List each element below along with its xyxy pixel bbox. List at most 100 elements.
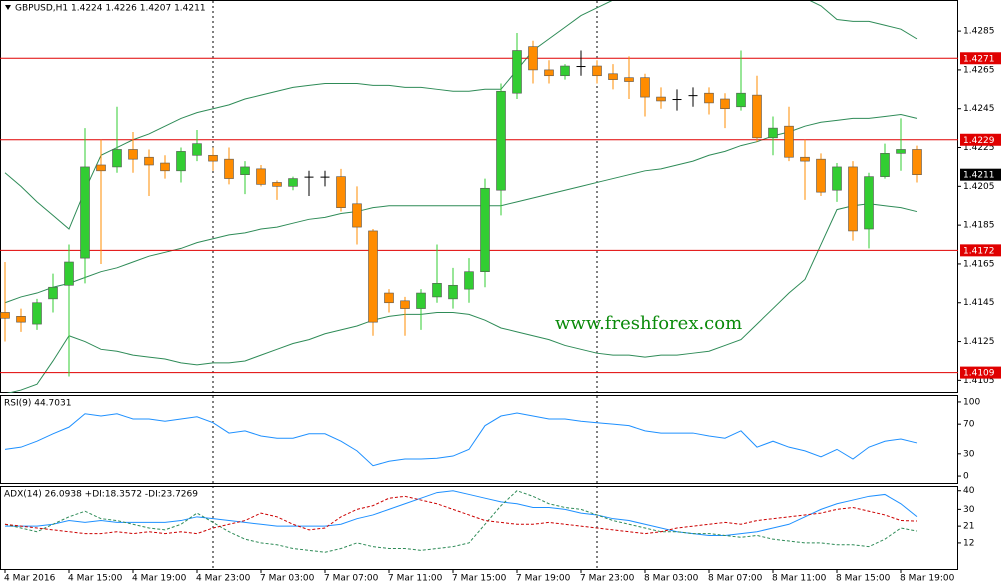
candle-body: [32, 302, 42, 325]
candle-body: [816, 158, 826, 193]
x-tick-label: 8 Mar 07:00: [708, 574, 763, 584]
bollinger-band: [4, 114, 918, 304]
candle-body: [240, 166, 250, 175]
x-tick-label: 8 Mar 03:00: [644, 574, 699, 584]
candle-body: [800, 156, 810, 162]
candle-body: [176, 151, 186, 172]
candle-body: [400, 300, 410, 309]
y-tick-label: 70: [963, 420, 975, 430]
y-tick-label: 1.4165: [963, 259, 995, 269]
indicator-line: [4, 495, 918, 535]
level-label: 1.4109: [963, 369, 995, 379]
level-label-box: [960, 133, 1001, 146]
candle-body: [160, 162, 170, 172]
indicator-line: [4, 490, 918, 553]
candle-body: [656, 96, 666, 102]
candle-body: [256, 168, 266, 185]
x-tick-label: 7 Mar 07:00: [324, 574, 379, 584]
x-tick-label: 7 Mar 23:00: [580, 574, 635, 584]
candle-body: [288, 178, 298, 187]
bollinger-band: [6, 203, 918, 393]
axes: 1.4285 1.4265 1.4245 1.4225 1.4205 1.4185 1.41…: [4, 27, 1001, 584]
candle-body: [688, 95, 698, 97]
candle-body: [752, 94, 762, 139]
adx-plot: [4, 490, 918, 553]
candle-body: [384, 292, 394, 304]
level-label-box: [960, 244, 1001, 257]
candle-body: [784, 125, 794, 158]
candle-body: [592, 65, 602, 77]
level-label-box: [960, 52, 1001, 65]
x-tick-label: 4 Mar 19:00: [132, 574, 187, 584]
candle-body: [64, 261, 74, 286]
candle-body: [432, 283, 442, 298]
candle-body: [320, 176, 330, 178]
candle-body: [96, 164, 106, 172]
main-panel-frame: [0, 0, 958, 393]
candle-body: [464, 271, 474, 290]
candle-body: [368, 230, 378, 323]
candle-body: [48, 286, 58, 300]
x-tick-label: 7 Mar 11:00: [388, 574, 443, 584]
candle-body: [704, 92, 714, 104]
x-tick-label: 4 Mar 23:00: [196, 574, 251, 584]
candle-body: [512, 50, 522, 94]
candle-body: [480, 187, 490, 273]
indicator-line: [4, 412, 918, 467]
y-tick-label: 1.4185: [963, 221, 995, 231]
candle-body: [144, 156, 154, 166]
x-tick-label: 7 Mar 03:00: [260, 574, 315, 584]
candle-body: [768, 127, 778, 139]
candle-body: [560, 65, 570, 77]
candle-body: [0, 312, 10, 319]
candle-body: [16, 316, 26, 323]
x-tick-label: 8 Mar 11:00: [772, 574, 827, 584]
y-tick-label: 1.4265: [963, 65, 995, 75]
candle-body: [672, 99, 682, 101]
candle-body: [576, 66, 586, 68]
bollinger-band: [4, 1, 918, 230]
y-tick-label: 40: [963, 486, 975, 496]
level-label: 1.4172: [963, 246, 995, 256]
y-tick-label: 100: [963, 397, 980, 407]
rsi-title: RSI(9) 44.7031: [4, 399, 71, 409]
y-tick-label: 12: [963, 538, 974, 548]
candle-body: [736, 92, 746, 108]
symbol-title: GBPUSD,H1 1.4224 1.4226 1.4207 1.4211: [15, 4, 206, 14]
candle-body: [832, 166, 842, 191]
candle-body: [336, 176, 346, 208]
level-label-box: [960, 366, 1001, 379]
candle-body: [128, 149, 138, 160]
x-tick-label: 4 Mar 2016: [4, 574, 56, 584]
candle-body: [608, 73, 618, 80]
rsi-plot: [4, 412, 918, 467]
x-tick-label: 7 Mar 19:00: [516, 574, 571, 584]
adx-panel-frame: [0, 486, 958, 570]
candle-body: [640, 77, 650, 98]
candle-body: [208, 154, 218, 162]
y-tick-label: 1.4245: [963, 104, 995, 114]
candle-body: [192, 143, 202, 156]
y-tick-label: 21: [963, 522, 974, 532]
rsi-panel-frame: [0, 395, 958, 484]
y-tick-label: 30: [963, 449, 975, 459]
candle-body: [224, 158, 234, 179]
candle-body: [896, 149, 906, 154]
candle-body: [272, 182, 282, 187]
y-tick-label: 1.4145: [963, 298, 995, 308]
y-tick-label: 1.4285: [963, 27, 995, 37]
last-price-label: 1.4211: [963, 171, 995, 181]
indicator-line: [5, 490, 918, 536]
candle-body: [624, 77, 634, 82]
candle-body: [112, 149, 122, 168]
candle-body: [496, 90, 506, 191]
candle-body: [416, 292, 426, 309]
candle-body: [528, 46, 538, 71]
y-tick-label: 0: [963, 472, 969, 482]
candle-body: [720, 98, 730, 110]
candle-body: [912, 149, 922, 175]
x-tick-label: 4 Mar 15:00: [68, 574, 123, 584]
level-label: 1.4271: [963, 54, 995, 64]
